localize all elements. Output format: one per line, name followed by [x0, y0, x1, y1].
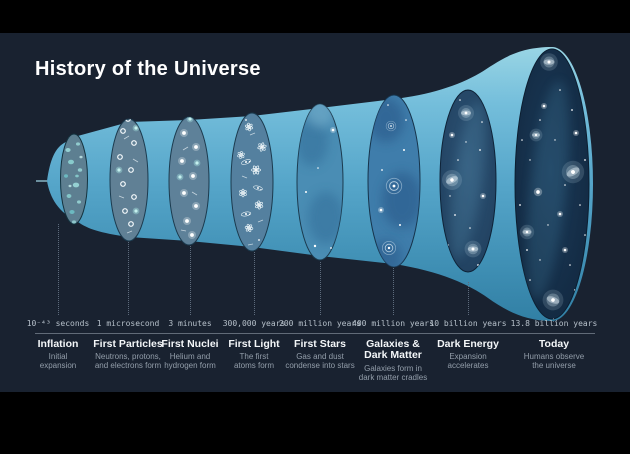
- time-label-dark-energy: 10 billion years: [429, 319, 507, 328]
- page-title: History of the Universe: [35, 58, 261, 80]
- stage-heading: Galaxies & Dark Matter: [364, 338, 422, 362]
- stage-ellipse-today: [514, 48, 590, 320]
- light-dashes: [241, 132, 264, 246]
- timeline-connector: [128, 242, 129, 315]
- stage-ellipse-first-particles: [109, 118, 149, 242]
- stage-column-first-nuclei: First Nuclei Helium and hydrogen form: [135, 338, 245, 371]
- stage-heading: First Light: [228, 338, 280, 350]
- time-label-today: 13.8 billion years: [510, 319, 598, 328]
- gas-clouds-and-stars: [297, 104, 343, 249]
- stage-heading: First Stars: [294, 338, 346, 350]
- stage-heading: Today: [538, 338, 570, 350]
- nuclei-dashes: [180, 146, 198, 232]
- timeline-connector: [190, 246, 191, 315]
- galaxy-icon: [464, 240, 482, 258]
- stage-ellipse-dark-energy: [439, 89, 497, 273]
- stage-description: Galaxies form in dark matter cradles: [358, 363, 428, 382]
- stage-heading: First Particles: [93, 338, 163, 350]
- stage-description: Expansion accelerates: [447, 352, 489, 371]
- particle-dashes: [118, 135, 139, 234]
- stage-column-first-particles: First Particles Neutrons, protons, and e…: [73, 338, 183, 371]
- stage-description: Gas and dust condense into stars: [285, 352, 355, 371]
- timeline-connector: [468, 282, 469, 315]
- timeline-axis: [35, 333, 595, 334]
- nuclei-icons: [176, 117, 201, 239]
- stage-column-first-light: First Light The first atoms form: [199, 338, 309, 371]
- stage-column-galaxies-dark-matter: Galaxies & Dark Matter Galaxies form in …: [338, 338, 448, 383]
- stage-description: Initial expansion: [39, 352, 77, 371]
- stage-description: Neutrons, protons, and electrons form: [94, 352, 162, 371]
- stage-ellipse-first-light: [230, 112, 274, 252]
- galaxy-icon: [529, 128, 543, 142]
- stage-column-first-stars: First Stars Gas and dust condense into s…: [265, 338, 375, 371]
- stage-column-inflation: Inflation Initial expansion: [3, 338, 113, 371]
- time-label-galaxies-dark-matter: 400 million years: [352, 319, 434, 328]
- time-label-inflation: 10⁻⁴³ seconds: [26, 319, 90, 328]
- atom-icons: [235, 119, 268, 246]
- galaxy-icon: [458, 105, 474, 121]
- stage-column-dark-energy: Dark Energy Expansion accelerates: [413, 338, 523, 371]
- stage-heading: Dark Energy: [437, 338, 499, 350]
- stage-description: Humans observe the universe: [523, 352, 585, 371]
- stage-ellipse-first-nuclei: [168, 116, 210, 246]
- timeline-connector: [393, 268, 394, 315]
- timeline-connector: [320, 262, 321, 315]
- galaxy-icon: [540, 53, 558, 71]
- time-label-first-nuclei: 3 minutes: [168, 319, 212, 328]
- stage-heading: Inflation: [37, 338, 79, 350]
- timeline-connector: [254, 252, 255, 315]
- timeline-connector: [553, 318, 554, 322]
- timeline-connector: [58, 224, 59, 315]
- stage-column-today: Today Humans observe the universe: [499, 338, 609, 371]
- galaxy-icon: [519, 224, 535, 240]
- stage-heading: First Nuclei: [161, 338, 219, 350]
- stage-description: The first atoms form: [233, 352, 274, 371]
- particle-icons: [115, 119, 140, 234]
- time-label-first-light: 300,000 years: [222, 319, 286, 328]
- stage-ellipse-first-stars: [296, 103, 344, 261]
- time-label-first-particles: 1 microsecond: [96, 319, 160, 328]
- stage-description: Helium and hydrogen form: [164, 352, 216, 371]
- stage-ellipse-inflation: [60, 133, 88, 225]
- today-starfield: [519, 53, 589, 314]
- time-label-first-stars: 200 million years: [279, 319, 361, 328]
